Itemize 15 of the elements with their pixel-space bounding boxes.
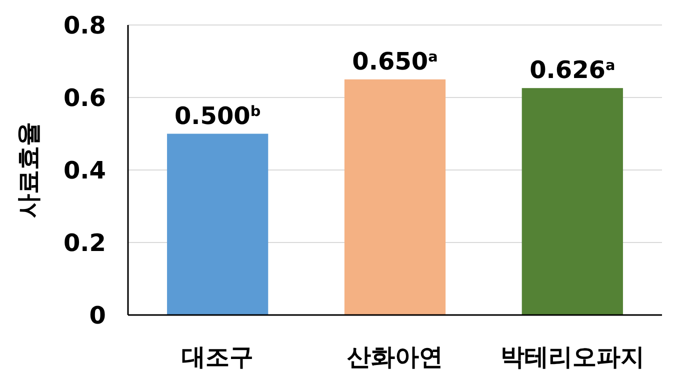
x-tick-label: 산화아연 xyxy=(347,343,443,371)
bar xyxy=(522,88,623,315)
data-label: 0.650$^{a}$ xyxy=(352,47,438,76)
y-tick-label: 0.2 xyxy=(63,228,106,257)
y-axis-title: 사료효율 xyxy=(14,122,42,218)
bar xyxy=(167,134,268,315)
x-tick-label: 박테리오파지 xyxy=(500,343,644,371)
y-tick-label: 0.8 xyxy=(63,11,106,40)
data-label: 0.626$^{a}$ xyxy=(530,56,616,84)
y-tick-label: 0 xyxy=(89,301,106,330)
data-label: 0.500$^{b}$ xyxy=(174,102,261,130)
y-tick-label: 0.6 xyxy=(63,84,106,112)
y-tick-label: 0.4 xyxy=(63,156,106,184)
x-tick-label: 대조구 xyxy=(182,343,254,371)
bar xyxy=(344,79,446,315)
